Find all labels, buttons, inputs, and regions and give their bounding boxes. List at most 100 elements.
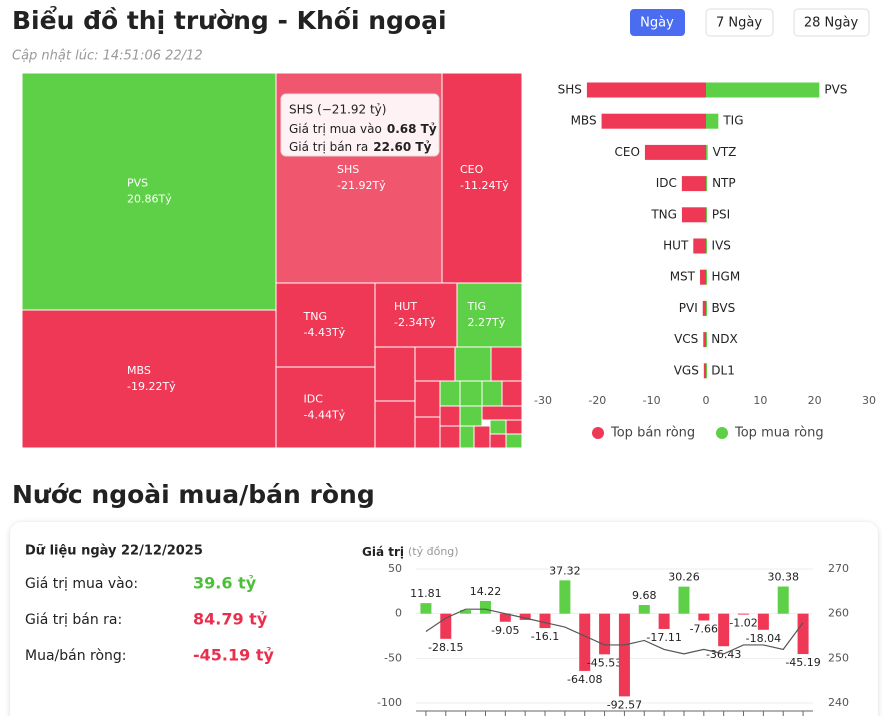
x-tick-label: -20 — [588, 394, 606, 407]
treemap-cell — [454, 346, 492, 382]
treemap-name: MBS — [127, 364, 151, 377]
treemap-value: 20.86Tỷ — [127, 193, 172, 206]
bar-label: SHS — [558, 83, 582, 97]
treemap-cell — [21, 72, 277, 311]
bar — [681, 176, 706, 192]
bar-value-label: -92.57 — [607, 698, 642, 711]
bar — [706, 332, 707, 348]
treemap-cell — [501, 380, 523, 407]
tooltip-label: Giá trị mua vào — [289, 122, 382, 136]
treemap-cell — [439, 380, 461, 407]
treemap-cell — [456, 282, 523, 348]
updated-time: Cập nhật lúc: 14:51:06 22/12 — [12, 49, 203, 64]
bar — [738, 613, 750, 615]
bar-label: MBS — [571, 114, 597, 128]
bar-label: PVS — [824, 83, 847, 97]
treemap-cell — [459, 425, 475, 449]
treemap-value: -4.44Tỷ — [304, 409, 346, 422]
bar — [599, 613, 611, 655]
tooltip-line: Giá trị mua vào 0.68 Tỷ — [289, 122, 437, 136]
bar-label: MST — [670, 270, 696, 284]
bar — [420, 603, 432, 614]
x-tick-label: 30 — [862, 394, 876, 407]
tab-label[interactable]: 7 Ngày — [716, 16, 762, 31]
bar — [681, 207, 706, 223]
bar — [693, 238, 706, 254]
treemap-cell — [489, 419, 507, 435]
treemap-cell — [489, 433, 507, 449]
treemap-cell — [505, 433, 523, 449]
treemap-cell — [481, 380, 503, 407]
treemap-cell — [481, 405, 523, 421]
bar — [700, 269, 706, 285]
bar-value-label: -36.43 — [706, 648, 741, 661]
bar — [601, 113, 706, 129]
y2-tick-label: 270 — [828, 562, 849, 575]
section-title: Nước ngoài mua/bán ròng — [12, 480, 375, 509]
treemap-value: -19.22Tỷ — [127, 380, 176, 393]
tab-label[interactable]: Ngày — [640, 16, 674, 31]
bar-value-label: -1.02 — [729, 617, 757, 630]
x-tick-label: 0 — [703, 394, 710, 407]
treemap-cell — [459, 380, 483, 407]
treemap-value: -21.92Tỷ — [337, 179, 386, 192]
legend-marker — [716, 427, 728, 439]
treemap-cell — [439, 425, 461, 449]
bar-label: VGS — [674, 363, 699, 377]
tab-button[interactable] — [793, 8, 870, 37]
bar — [706, 113, 719, 129]
bar — [479, 600, 491, 614]
tab-button[interactable] — [705, 8, 774, 37]
tab-button[interactable] — [630, 9, 685, 36]
tooltip-label: Giá trị bán ra — [289, 140, 368, 154]
bar-label: PVI — [679, 301, 698, 315]
y-tick-label: 0 — [395, 607, 402, 620]
treemap-cell — [374, 400, 416, 449]
bar — [797, 613, 809, 655]
bar — [644, 144, 706, 160]
treemap-value: 2.27Tỷ — [468, 316, 506, 329]
x-tick-label: 20 — [808, 394, 822, 407]
bar-label: HUT — [663, 239, 689, 253]
summary-label: Mua/bán ròng: — [25, 648, 127, 664]
treemap-cell — [473, 425, 491, 449]
y-axis-label: Giá trị — [362, 545, 404, 559]
bar — [703, 332, 706, 348]
summary-value: -45.19 tỷ — [193, 646, 274, 665]
bar — [777, 586, 789, 614]
bar-label: HGM — [712, 270, 741, 284]
treemap-cell — [374, 346, 416, 402]
bar — [718, 613, 730, 647]
tab-label[interactable]: 28 Ngày — [804, 16, 859, 31]
bar — [702, 300, 706, 316]
treemap-value: -4.43Tỷ — [304, 326, 346, 339]
treemap-value: -11.24Tỷ — [460, 179, 509, 192]
bar-value-label: 30.38 — [767, 571, 799, 584]
bar — [757, 613, 769, 630]
bar-label: DL1 — [711, 363, 735, 377]
bar-label: TIG — [722, 114, 743, 128]
summary-date: Dữ liệu ngày 22/12/2025 — [25, 544, 203, 559]
treemap-name: IDC — [304, 393, 324, 406]
bar-label: CEO — [615, 145, 640, 159]
treemap — [21, 72, 523, 449]
bar-value-label: 14.22 — [470, 585, 502, 598]
tooltip-title: SHS (−21.92 tỷ) — [289, 103, 386, 117]
treemap-name: TNG — [303, 310, 327, 323]
bar-label: IDC — [656, 176, 677, 190]
bar — [586, 82, 706, 98]
bar — [706, 300, 707, 316]
treemap-cell — [439, 405, 461, 427]
bar-label: VCS — [674, 332, 698, 346]
summary-label: Giá trị mua vào: — [25, 576, 138, 592]
summary-label: Giá trị bán ra: — [25, 612, 122, 628]
bar — [706, 238, 707, 254]
tooltip-value: 22.60 Tỷ — [373, 140, 431, 154]
bar — [519, 613, 531, 620]
y2-tick-label: 260 — [828, 607, 849, 620]
bar-value-label: -7.66 — [690, 623, 718, 636]
treemap-name: TIG — [467, 300, 487, 313]
bar — [559, 580, 571, 614]
treemap-name: PVS — [127, 177, 148, 190]
